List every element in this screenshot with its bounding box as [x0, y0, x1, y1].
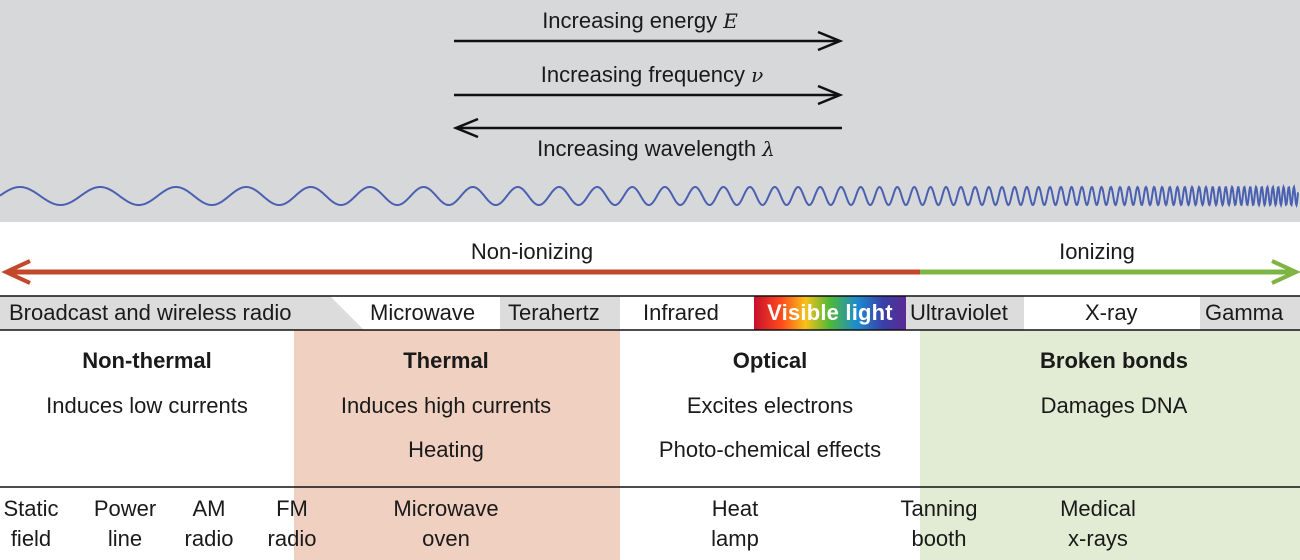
source-microwave-oven: Microwave oven [393, 496, 499, 551]
effect-optical-title: Optical [732, 348, 808, 373]
effect-non-thermal-line: Induces low currents [46, 393, 248, 418]
effect-thermal-line-1: Induces high currents [340, 393, 552, 418]
effect-broken-bonds-title: Broken bonds [1040, 348, 1188, 373]
wavelength-arrow [452, 117, 842, 139]
source-medical-x-rays: Medical x-rays [1060, 496, 1136, 551]
wavelength-symbol: λ [762, 137, 775, 161]
energy-arrow [454, 30, 844, 52]
non-ionizing-arrow [1, 259, 920, 285]
source-static-field: Static field [3, 496, 59, 551]
frequency-arrow [454, 84, 844, 106]
effect-thermal-line-2: Heating [408, 437, 484, 462]
frequency-symbol: ν [751, 63, 764, 87]
terahertz-band-bg [500, 296, 620, 330]
ionizing-label: Ionizing [1059, 239, 1135, 264]
ultraviolet-band-bg [906, 296, 1024, 330]
frequency-label: Increasing frequency ν [540, 62, 764, 87]
effect-broken-bonds-line: Damages DNA [1040, 393, 1188, 418]
band-radio: Broadcast and wireless radio [9, 300, 292, 325]
band-x-ray: X-ray [1085, 300, 1138, 325]
energy-label: Increasing energy E [542, 8, 738, 33]
source-am-radio: AM radio [184, 496, 234, 551]
band-microwave: Microwave [370, 300, 476, 325]
ionizing-arrow [920, 259, 1300, 285]
non-ionizing-label: Non-ionizing [470, 239, 594, 264]
visible-band-bg [754, 296, 906, 330]
source-tanning-booth: Tanning booth [900, 496, 978, 551]
effect-optical-line-2: Photo-chemical effects [658, 437, 882, 462]
thermal-region [294, 330, 620, 560]
effect-thermal-title: Thermal [403, 348, 489, 373]
band-terahertz: Terahertz [508, 300, 600, 325]
source-power-line: Power line [93, 496, 157, 551]
frequency-wave [0, 184, 1299, 209]
energy-symbol: E [723, 9, 738, 33]
effect-non-thermal-title: Non-thermal [82, 348, 212, 373]
band-visible-light: Visible light [767, 300, 893, 325]
band-infrared: Infrared [643, 300, 719, 325]
band-gamma: Gamma [1205, 300, 1284, 325]
gamma-band-bg [1200, 296, 1300, 330]
effect-optical-line-1: Excites electrons [686, 393, 854, 418]
broken-bonds-region [920, 330, 1300, 560]
header-background [0, 0, 1300, 222]
wavelength-label: Increasing wavelength λ [537, 136, 775, 161]
band-ultraviolet: Ultraviolet [910, 300, 1008, 325]
source-heat-lamp: Heat lamp [711, 496, 759, 551]
radio-band-bg [0, 296, 364, 330]
source-fm-radio: FM radio [267, 496, 317, 551]
